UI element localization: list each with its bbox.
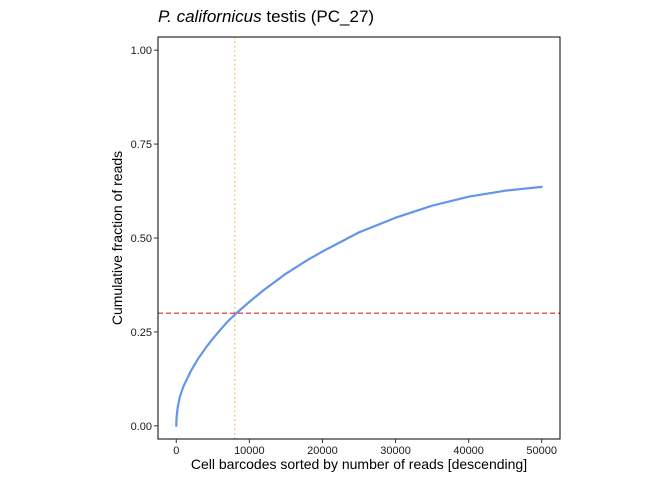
x-tick-label: 10000 (234, 445, 265, 457)
panel-border (157, 36, 561, 440)
chart-title-sample: testis (PC_27) (262, 7, 374, 26)
series-line-0 (175, 185, 543, 427)
y-tick-label: 1.00 (131, 45, 152, 57)
y-tick-label: 0.75 (131, 139, 152, 151)
y-tick-label: 0.25 (131, 327, 152, 339)
x-tick-label: 50000 (526, 445, 557, 457)
y-axis-label: Cumulative fraction of reads (109, 151, 125, 325)
x-tick-label: 30000 (380, 445, 411, 457)
y-tick-label: 0.50 (131, 233, 152, 245)
chart-title: P. californicus testis (PC_27) (158, 7, 374, 26)
x-axis-label: Cell barcodes sorted by number of reads … (191, 456, 527, 472)
x-axis: 0 10000 20000 30000 40000 50000 (173, 439, 557, 457)
plot-area (158, 37, 560, 439)
x-tick-label: 20000 (307, 445, 338, 457)
chart-title-species: P. californicus (158, 7, 262, 26)
y-axis: 0.00 0.25 0.50 0.75 1.00 (131, 45, 158, 433)
x-tick-label: 40000 (453, 445, 484, 457)
y-tick-label: 0.00 (131, 421, 152, 433)
x-tick-label: 0 (173, 445, 179, 457)
